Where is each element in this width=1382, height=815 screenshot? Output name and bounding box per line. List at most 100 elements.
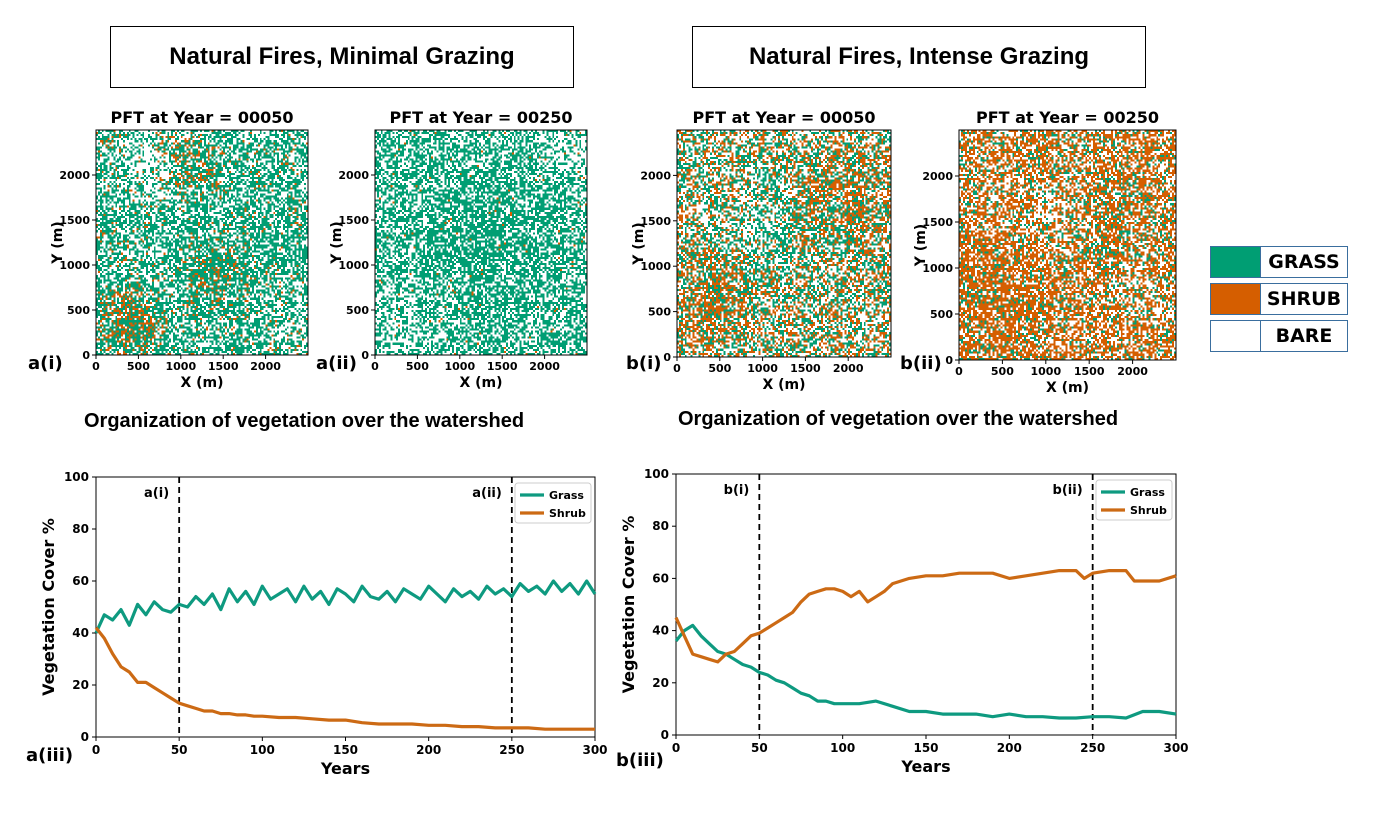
- map-xtick-label: 0: [955, 365, 963, 378]
- map-xtick-label: 500: [991, 365, 1014, 378]
- panel-label-a_i: a(i): [28, 353, 63, 374]
- y-tick-label: 0: [661, 728, 669, 742]
- map-xtick-label: 500: [127, 360, 150, 373]
- year-marker-label: b(i): [724, 483, 750, 498]
- map-ytick-label: 0: [82, 349, 90, 362]
- y-tick-label: 20: [72, 678, 89, 692]
- map-ylabel: Y (m): [631, 222, 647, 265]
- x-tick-label: 200: [997, 741, 1022, 755]
- legend-grass-label: GRASS: [1268, 251, 1340, 273]
- x-tick-label: 300: [1163, 741, 1188, 755]
- vegetation-raster: [96, 130, 308, 355]
- x-tick-label: 50: [171, 743, 188, 757]
- map-xtick-label: 1500: [208, 360, 239, 373]
- x-tick-label: 150: [913, 741, 938, 755]
- organization-caption-a: Organization of vegetation over the wate…: [84, 410, 525, 432]
- x-tick-label: 0: [672, 741, 680, 755]
- legend-shrub-swatch: [1211, 284, 1261, 314]
- series-line-shrub: [94, 626, 595, 731]
- cover-timeseries-chart-b: 0 50 100 150 200 250 300 0 20 40 60 80 100 Years Veget…: [619, 467, 1189, 776]
- map-ytick-label: 1500: [338, 214, 369, 227]
- legend-label-shrub: Shrub: [1130, 504, 1167, 517]
- x-tick-label: 150: [333, 743, 358, 757]
- organization-caption-b: Organization of vegetation over the wate…: [678, 408, 1119, 430]
- vegetation-map-b_i: PFT at Year = 00050 00 500 500 1000 1000 1500 1…: [631, 108, 892, 393]
- panel-label-a-iii: a(iii): [26, 745, 74, 766]
- scenario-title-a: Natural Fires, Minimal Grazing: [110, 26, 574, 88]
- map-ytick-label: 1500: [922, 216, 953, 229]
- legend-grass: GRASS: [1210, 246, 1348, 278]
- map-ytick-label: 2000: [59, 169, 90, 182]
- map-xtick-label: 2000: [250, 360, 281, 373]
- x-axis-label: Years: [320, 759, 370, 778]
- series-line-shrub: [674, 569, 1177, 664]
- map-ytick-label: 2000: [640, 169, 671, 182]
- map-xtick-label: 2000: [529, 360, 560, 373]
- map-ylabel: Y (m): [50, 221, 66, 264]
- map-title: PFT at Year = 00250: [976, 108, 1159, 127]
- panel-label-b-iii: b(iii): [616, 750, 664, 771]
- year-marker-label: b(ii): [1053, 483, 1083, 498]
- map-title: PFT at Year = 00050: [110, 108, 293, 127]
- map-ytick-label: 500: [346, 304, 369, 317]
- y-tick-label: 40: [72, 626, 89, 640]
- scenario-title-b: Natural Fires, Intense Grazing: [692, 26, 1146, 88]
- map-ytick-label: 2000: [922, 170, 953, 183]
- x-tick-label: 100: [830, 741, 855, 755]
- map-ylabel: Y (m): [329, 221, 345, 264]
- map-ylabel: Y (m): [913, 224, 929, 267]
- scenario-title-a-text: Natural Fires, Minimal Grazing: [169, 43, 515, 70]
- legend-bare: BARE: [1210, 320, 1348, 352]
- y-tick-label: 40: [652, 624, 669, 638]
- y-tick-label: 100: [644, 467, 669, 481]
- y-tick-label: 80: [652, 519, 669, 533]
- map-ytick-label: 1000: [338, 259, 369, 272]
- series-line-grass: [674, 623, 1177, 720]
- legend-shrub: SHRUB: [1210, 283, 1348, 315]
- legend-bare-swatch: [1211, 321, 1261, 351]
- map-ytick-label: 1000: [922, 262, 953, 275]
- x-tick-label: 200: [416, 743, 441, 757]
- vegetation-raster: [959, 130, 1176, 360]
- map-title: PFT at Year = 00250: [389, 108, 572, 127]
- map-xtick-label: 0: [371, 360, 379, 373]
- x-tick-label: 250: [499, 743, 524, 757]
- x-tick-label: 300: [582, 743, 607, 757]
- map-ytick-label: 1000: [59, 259, 90, 272]
- vegetation-raster: [375, 130, 587, 355]
- map-xtick-label: 2000: [1117, 365, 1148, 378]
- map-xtick-label: 500: [708, 362, 731, 375]
- vegetation-raster: [677, 130, 891, 357]
- map-ytick-label: 1000: [640, 260, 671, 273]
- legend-label-grass: Grass: [549, 489, 584, 502]
- map-xlabel: X (m): [459, 375, 502, 391]
- scenario-title-b-text: Natural Fires, Intense Grazing: [748, 43, 1090, 70]
- map-frame: [958, 129, 1177, 361]
- legend-label-shrub: Shrub: [549, 507, 586, 520]
- map-xtick-label: 0: [673, 362, 681, 375]
- map-ytick-label: 0: [663, 351, 671, 364]
- map-ytick-label: 0: [945, 354, 953, 367]
- year-marker-label: a(i): [144, 486, 169, 501]
- y-tick-label: 60: [652, 571, 669, 585]
- map-frame: [95, 129, 309, 356]
- map-ytick-label: 0: [361, 349, 369, 362]
- y-tick-label: 100: [64, 470, 89, 484]
- vegetation-map-a_ii: PFT at Year = 00250 00 500 500 1000 1000 1500 1…: [329, 108, 588, 391]
- y-axis-label: Vegetation Cover %: [39, 518, 58, 696]
- map-ytick-label: 1500: [59, 214, 90, 227]
- map-xtick-label: 1000: [1030, 365, 1061, 378]
- map-xtick-label: 1500: [790, 362, 821, 375]
- year-marker-label: a(ii): [472, 486, 502, 501]
- y-tick-label: 0: [81, 730, 89, 744]
- cover-timeseries-chart-a: 0 50 100 150 200 250 300 0 20 40 60 80 100 Years Veget…: [39, 470, 608, 778]
- map-ytick-label: 500: [648, 306, 671, 319]
- x-tick-label: 0: [92, 743, 100, 757]
- map-xlabel: X (m): [1046, 380, 1089, 396]
- map-frame: [676, 129, 892, 358]
- vegetation-map-b_ii: PFT at Year = 00250 00 500 500 1000 1000 1500 1…: [913, 108, 1177, 396]
- map-xlabel: X (m): [762, 377, 805, 393]
- legend-bare-label: BARE: [1275, 325, 1333, 347]
- map-ytick-label: 1500: [640, 215, 671, 228]
- x-axis-label: Years: [900, 757, 950, 776]
